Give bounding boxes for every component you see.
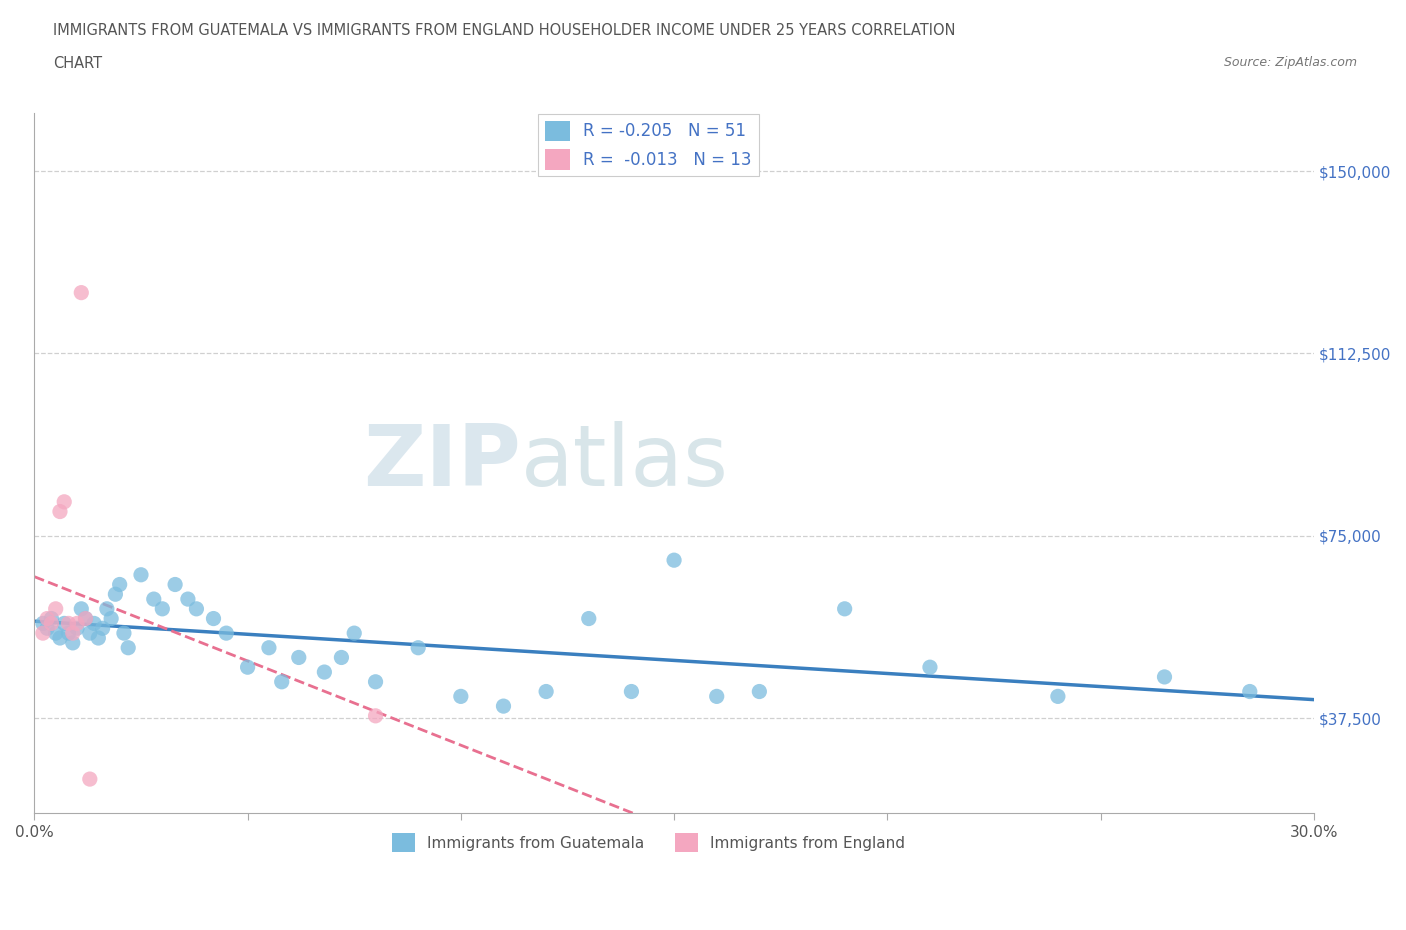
Point <box>165 577 187 591</box>
Point <box>215 626 238 641</box>
Point <box>343 626 366 641</box>
Point <box>112 626 135 641</box>
Point <box>45 626 67 641</box>
Point <box>142 591 165 606</box>
Point <box>177 591 200 606</box>
Point <box>918 659 941 674</box>
Point <box>1046 689 1069 704</box>
Point <box>1239 684 1261 699</box>
Point <box>450 689 472 704</box>
Point <box>364 674 387 689</box>
Point <box>620 684 643 699</box>
Text: IMMIGRANTS FROM GUATEMALA VS IMMIGRANTS FROM ENGLAND HOUSEHOLDER INCOME UNDER 25: IMMIGRANTS FROM GUATEMALA VS IMMIGRANTS … <box>53 23 956 38</box>
Point <box>53 495 76 510</box>
Point <box>534 684 557 699</box>
Point <box>104 587 127 602</box>
Point <box>129 567 152 582</box>
Point <box>257 640 280 655</box>
Text: ZIP: ZIP <box>363 421 520 504</box>
Point <box>108 577 131 591</box>
Point <box>79 772 101 787</box>
Point <box>62 635 84 650</box>
Point <box>330 650 353 665</box>
Point <box>91 621 114 636</box>
Point <box>32 626 55 641</box>
Text: CHART: CHART <box>53 56 103 71</box>
Point <box>41 611 63 626</box>
Point <box>41 616 63 631</box>
Point <box>37 621 59 636</box>
Point <box>75 611 97 626</box>
Point <box>66 621 89 636</box>
Point <box>236 659 259 674</box>
Point <box>706 689 728 704</box>
Point <box>834 602 856 617</box>
Point <box>578 611 600 626</box>
Point <box>96 602 118 617</box>
Point <box>53 616 76 631</box>
Point <box>202 611 225 626</box>
Point <box>79 626 101 641</box>
Point <box>186 602 208 617</box>
Point <box>662 552 685 567</box>
Point <box>49 504 72 519</box>
Point <box>87 631 110 645</box>
Point <box>32 616 55 631</box>
Point <box>58 626 80 641</box>
Point <box>364 709 387 724</box>
Point <box>45 602 67 617</box>
Point <box>406 640 429 655</box>
Text: Source: ZipAtlas.com: Source: ZipAtlas.com <box>1223 56 1357 69</box>
Point <box>37 611 59 626</box>
Point <box>1153 670 1175 684</box>
Point <box>62 626 84 641</box>
Text: atlas: atlas <box>520 421 728 504</box>
Point <box>66 616 89 631</box>
Point <box>314 665 336 680</box>
Point <box>150 602 173 617</box>
Point <box>58 616 80 631</box>
Point <box>492 698 515 713</box>
Legend: Immigrants from Guatemala, Immigrants from England: Immigrants from Guatemala, Immigrants fr… <box>385 827 911 858</box>
Point <box>270 674 292 689</box>
Point <box>83 616 105 631</box>
Point <box>117 640 139 655</box>
Point <box>70 602 93 617</box>
Point <box>100 611 122 626</box>
Point <box>75 611 97 626</box>
Point <box>49 631 72 645</box>
Point <box>748 684 770 699</box>
Point <box>288 650 311 665</box>
Point <box>70 286 93 300</box>
